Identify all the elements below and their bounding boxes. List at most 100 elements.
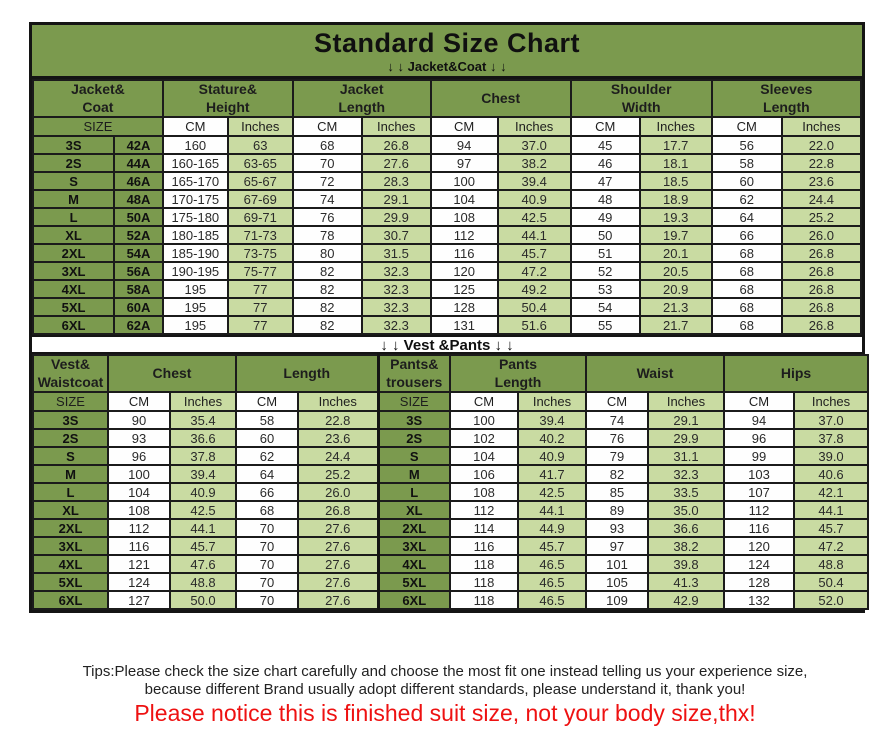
value-cell: 105 <box>585 572 649 592</box>
value-cell: 64 <box>710 207 783 227</box>
value-cell: 40.6 <box>793 464 870 484</box>
value-cell: 185-190 <box>161 243 229 263</box>
value-cell: 38.2 <box>646 536 726 556</box>
value-cell: 49 <box>569 207 641 227</box>
column-group-hips: Hips <box>723 354 870 393</box>
size-row-6xl: 6XL 127 50.0 70 27.6 6XL 118 46.5 109 42.9 132 52.0 <box>32 590 870 610</box>
unit-header-inches: Inches <box>517 391 587 412</box>
value-cell: 100 <box>449 410 519 430</box>
value-cell: 114 <box>449 518 519 538</box>
value-cell: 118 <box>449 590 519 610</box>
size-label-cell: M <box>31 189 116 209</box>
value-cell: 90 <box>107 410 171 430</box>
value-cell: 22.8 <box>780 153 863 173</box>
unit-header-inches: Inches <box>780 116 863 137</box>
value-cell: 39.0 <box>793 446 870 466</box>
value-cell: 76 <box>291 207 363 227</box>
value-cell: 112 <box>449 500 519 520</box>
column-group-length: Length <box>235 354 379 393</box>
value-cell: 68 <box>710 261 783 281</box>
value-cell: 118 <box>449 572 519 592</box>
value-cell: 64 <box>235 464 299 484</box>
value-cell: 82 <box>291 279 363 299</box>
value-cell: 30.7 <box>360 225 432 245</box>
value-cell: 195 <box>161 315 229 335</box>
value-cell: 40.9 <box>517 446 587 466</box>
value-cell: 68 <box>710 279 783 299</box>
value-cell: 195 <box>161 297 229 317</box>
value-cell: 44.1 <box>517 500 587 520</box>
size-label-cell: 2S <box>32 428 109 448</box>
size-label-cell: XL <box>32 500 109 520</box>
size-row-xl: XL 52A 180-185 71-73 78 30.7 112 44.1 50 19.7 66 26… <box>31 225 863 245</box>
value-cell: 68 <box>291 135 363 155</box>
size-label-cell: 54A <box>113 243 164 263</box>
unit-header-cm: CM <box>585 391 649 412</box>
column-group-sleeves-length: Sleeves Length <box>710 79 863 118</box>
value-cell: 70 <box>235 590 299 610</box>
value-cell: 58 <box>235 410 299 430</box>
unit-header-cm: CM <box>107 391 171 412</box>
value-cell: 45.7 <box>169 536 237 556</box>
unit-header-inches: Inches <box>638 116 713 137</box>
column-group-header-row: Jacket& Coat Stature& Height Jacket Length… <box>32 79 863 118</box>
value-cell: 39.8 <box>646 554 726 574</box>
value-cell: 77 <box>226 297 294 317</box>
value-cell: 51.6 <box>496 315 572 335</box>
value-cell: 26.8 <box>780 315 863 335</box>
size-row-4xl: 4XL 121 47.6 70 27.6 4XL 118 46.5 101 39.8 124 48.8 <box>32 554 870 574</box>
value-cell: 40.9 <box>169 482 237 502</box>
size-row-3xl: 3XL 56A 190-195 75-77 82 32.3 120 47.2 52 20.5 68 2… <box>31 261 863 281</box>
value-cell: 93 <box>585 518 649 538</box>
size-row-l: L 104 40.9 66 26.0 L 108 42.5 85 33.5 107 42.1 <box>32 482 870 502</box>
value-cell: 94 <box>723 410 796 430</box>
value-cell: 67-69 <box>226 189 294 209</box>
size-label-cell: 44A <box>113 153 164 173</box>
value-cell: 45.7 <box>496 243 572 263</box>
value-cell: 53 <box>569 279 641 299</box>
value-cell: 24.4 <box>297 446 379 466</box>
value-cell: 170-175 <box>161 189 229 209</box>
column-group-stature-height: Stature& Height <box>161 79 294 118</box>
value-cell: 47.6 <box>169 554 237 574</box>
value-cell: 42.9 <box>646 590 726 610</box>
size-label-cell: 2XL <box>31 243 116 263</box>
unit-header-cm: CM <box>569 116 641 137</box>
size-label-cell: 42A <box>113 135 164 155</box>
value-cell: 102 <box>449 428 519 448</box>
size-row-3s: 3S 42A 160 63 68 26.8 94 37.0 45 17.7 56 22.0 <box>31 135 863 155</box>
size-chart-panel: Standard Size Chart ↓ ↓ Jacket&Coat ↓ ↓ … <box>29 22 870 613</box>
size-row-2xl: 2XL 54A 185-190 73-75 80 31.5 116 45.7 51 20.1 68 2… <box>31 243 863 263</box>
size-label-cell: 3S <box>376 410 451 430</box>
value-cell: 66 <box>235 482 299 502</box>
value-cell: 125 <box>429 279 499 299</box>
value-cell: 94 <box>429 135 499 155</box>
value-cell: 120 <box>723 536 796 556</box>
column-group-jacket-length: Jacket Length <box>291 79 432 118</box>
size-label-cell: 4XL <box>32 554 109 574</box>
value-cell: 35.0 <box>646 500 726 520</box>
size-label-cell: 6XL <box>31 315 116 335</box>
size-label-cell: 3XL <box>32 536 109 556</box>
size-label-cell: M <box>376 464 451 484</box>
column-group-pants-trousers: Pants& trousers <box>376 354 451 393</box>
value-cell: 131 <box>429 315 499 335</box>
value-cell: 124 <box>107 572 171 592</box>
value-cell: 70 <box>235 536 299 556</box>
unit-header-cm: CM <box>429 116 499 137</box>
value-cell: 52.0 <box>793 590 870 610</box>
size-label-cell: 3S <box>31 135 116 155</box>
unit-header-cm: CM <box>723 391 796 412</box>
value-cell: 128 <box>723 572 796 592</box>
value-cell: 49.2 <box>496 279 572 299</box>
value-cell: 18.5 <box>638 171 713 191</box>
value-cell: 74 <box>291 189 363 209</box>
value-cell: 112 <box>723 500 796 520</box>
column-group-vest-waistcoat: Vest& Waistcoat <box>32 354 109 393</box>
value-cell: 27.6 <box>297 554 379 574</box>
value-cell: 70 <box>235 572 299 592</box>
value-cell: 26.8 <box>780 279 863 299</box>
value-cell: 37.0 <box>496 135 572 155</box>
value-cell: 32.3 <box>646 464 726 484</box>
value-cell: 44.1 <box>169 518 237 538</box>
